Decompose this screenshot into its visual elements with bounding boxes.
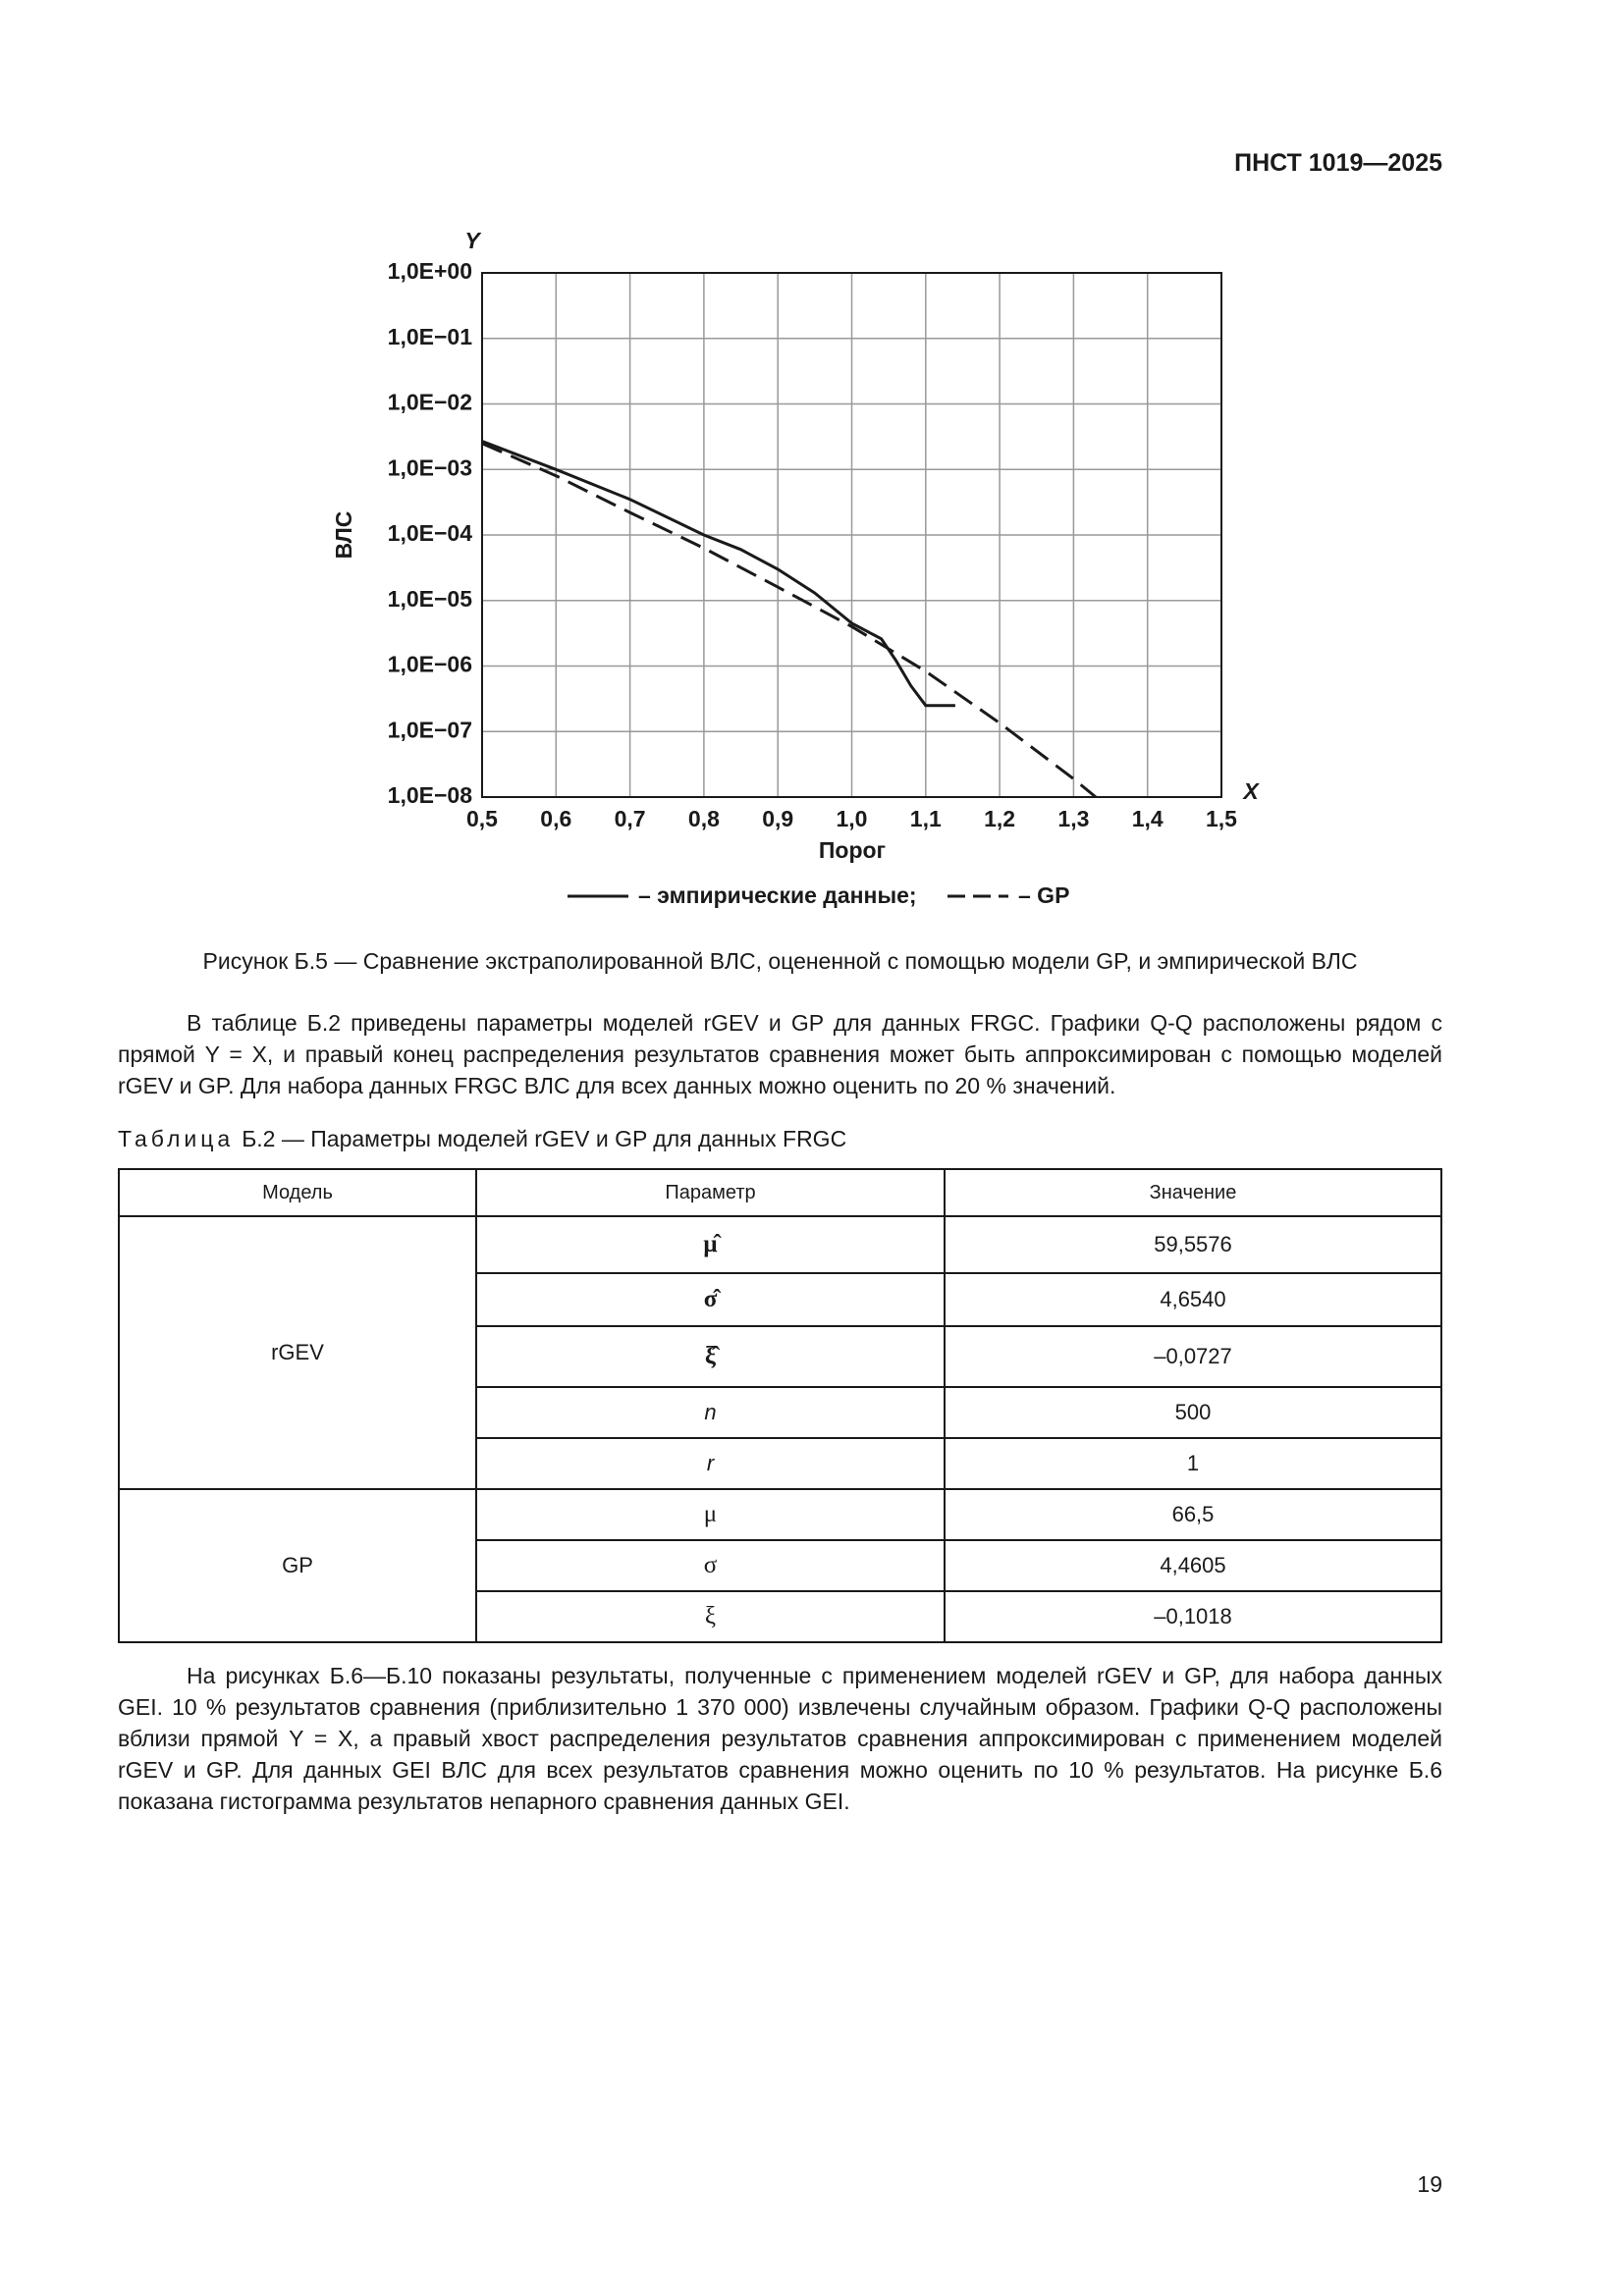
y-tick-label: 1,0E−01 (388, 324, 473, 349)
x-tick-label: 0,9 (762, 806, 793, 831)
y-tick-label: 1,0E+00 (388, 258, 472, 284)
x-tick-label: 0,5 (466, 806, 498, 831)
y-tick-label: 1,0E−08 (388, 782, 473, 808)
y-tick-label: 1,0E−02 (388, 390, 472, 415)
x-tick-label: 1,0 (837, 806, 868, 831)
value-cell: 1 (944, 1437, 1442, 1490)
legend-label: – эмпирические данные; (638, 882, 917, 908)
y-tick-label: 1,0E−04 (388, 520, 473, 546)
x-tick-label: 0,6 (540, 806, 571, 831)
table-row: r 1 (119, 1437, 1442, 1490)
value-cell: 4,6540 (944, 1272, 1442, 1327)
y-tick-label: 1,0E−06 (388, 652, 472, 677)
header-cell: Значение (944, 1168, 1442, 1217)
param-cell: ξ (475, 1590, 946, 1643)
y-axis-letter: Y (464, 228, 482, 253)
value-cell: 500 (944, 1386, 1442, 1439)
y-tick-label: 1,0E−03 (388, 454, 472, 480)
table-row: ξ̂ –0,0727 (119, 1325, 1442, 1388)
param-cell: ξ̂ (475, 1325, 946, 1388)
table-label: Таблица (118, 1126, 235, 1151)
value-cell: 4,4605 (944, 1539, 1442, 1592)
param-cell: μ (475, 1488, 946, 1541)
table-row: σ 4,4605 (119, 1539, 1442, 1592)
value-cell: –0,0727 (944, 1325, 1442, 1388)
header-cell: Модель (118, 1168, 477, 1217)
legend-label: – GP (1018, 882, 1069, 908)
param-cell: r (475, 1437, 946, 1490)
value-cell: 59,5576 (944, 1215, 1442, 1274)
table-caption: Б.2 — Параметры моделей rGEV и GP для да… (242, 1126, 847, 1151)
table-row: GP μ 66,5 (118, 1488, 1442, 1643)
model-cell: GP (118, 1488, 477, 1643)
x-tick-label: 1,5 (1206, 806, 1237, 831)
x-axis-letter: X (1241, 778, 1260, 804)
model-cell: rGEV (118, 1215, 477, 1490)
table-header-row: Модель Параметр Значение (118, 1168, 1442, 1217)
y-tick-label: 1,0E−05 (388, 586, 473, 612)
x-axis-title: Порог (819, 837, 886, 863)
paragraph: В таблице Б.2 приведены параметры моделе… (118, 1010, 1442, 1098)
x-tick-label: 1,3 (1057, 806, 1089, 831)
table: Модель Параметр Значение rGEV μ̂ 59,5576… (118, 1168, 1442, 1643)
x-tick-label: 1,4 (1132, 806, 1164, 831)
y-tick-label: 1,0E−07 (388, 717, 472, 742)
series-line (481, 442, 1097, 799)
x-tick-label: 0,8 (688, 806, 720, 831)
y-axis-title: ВЛС (331, 511, 356, 560)
page-number: 19 (1417, 2171, 1442, 2197)
table-title: Таблица Б.2 — Параметры моделей rGEV и GP… (118, 1126, 846, 1152)
table-row: n 500 (119, 1386, 1442, 1439)
param-cell: n (475, 1386, 946, 1439)
figure-caption: Рисунок Б.5 — Сравнение экстраполированн… (202, 948, 1358, 974)
chart: 1,0E+00 1,0E−01 1,0E−02 1,0E−03 1,0E−04 1,0E−… (331, 228, 1260, 908)
series-line (481, 440, 955, 708)
table-row: ξ –0,1018 (119, 1590, 1442, 1643)
param-cell: σ (475, 1539, 946, 1592)
paragraph: На рисунках Б.6—Б.10 показаны результаты… (118, 1663, 1442, 1814)
param-cell: σ̂ (475, 1272, 946, 1327)
header-code: ПНСТ 1019—2025 (1234, 149, 1442, 177)
param-cell: μ̂ (475, 1215, 946, 1274)
table-row: σ̂ 4,6540 (119, 1272, 1442, 1327)
x-tick-label: 1,2 (984, 806, 1015, 831)
value-cell: –0,1018 (944, 1590, 1442, 1643)
x-tick-label: 0,7 (615, 806, 646, 831)
x-tick-label: 1,1 (910, 806, 942, 831)
table-row: rGEV μ̂ 59,5576 (118, 1215, 1442, 1490)
plot-frame (481, 272, 1222, 798)
value-cell: 66,5 (944, 1488, 1442, 1541)
header-cell: Параметр (475, 1168, 946, 1217)
